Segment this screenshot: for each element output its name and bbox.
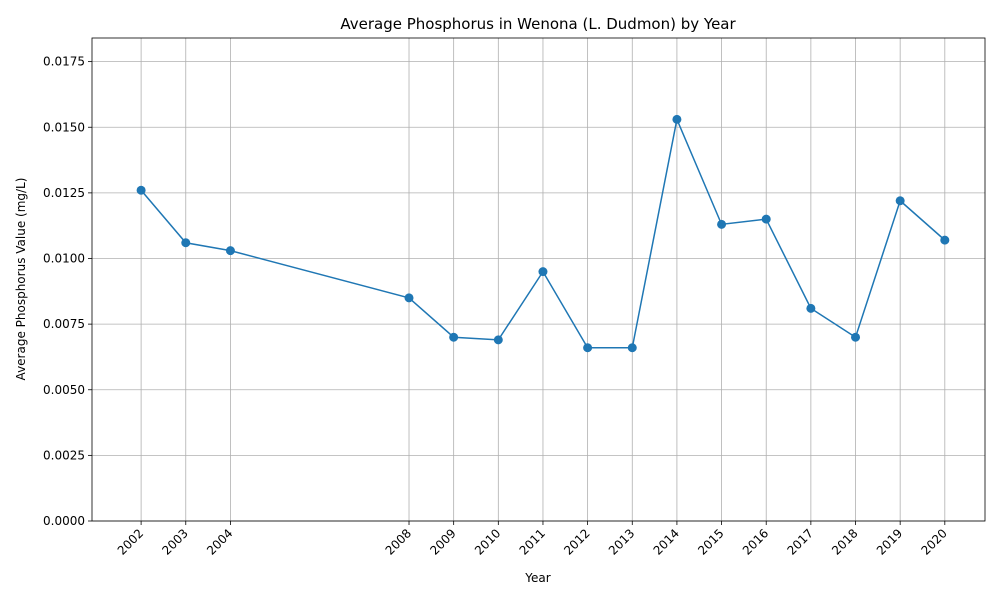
data-point: [806, 303, 816, 313]
data-point: [225, 246, 235, 256]
x-tick-label: 2003: [159, 526, 190, 557]
chart-title: Average Phosphorus in Wenona (L. Dudmon)…: [340, 15, 736, 33]
data-point: [851, 332, 861, 342]
x-tick-label: 2010: [472, 526, 503, 557]
axes: 2002 2003 2004 2008 2009 2010 2011 2012 2013 2014…: [43, 37, 986, 558]
y-tick-label: 0.0150: [43, 120, 85, 134]
data-point: [627, 343, 637, 353]
data-point: [538, 267, 548, 277]
plot-frame: [91, 37, 986, 522]
y-tick-label: 0.0125: [43, 186, 85, 200]
x-tick-label: 2009: [427, 526, 458, 557]
data-point: [761, 214, 771, 224]
x-tick-label: 2002: [115, 526, 146, 557]
data-point: [136, 185, 146, 195]
x-tick-label: 2017: [784, 526, 815, 557]
x-tick-label: 2004: [204, 526, 235, 557]
data-point: [717, 219, 727, 229]
x-tick-label: 2012: [561, 526, 592, 557]
data-point: [493, 335, 503, 345]
x-tick-label: 2015: [695, 526, 726, 557]
y-tick-label: 0.0175: [43, 55, 85, 69]
y-axis-label: Average Phosphorus Value (mg/L): [14, 178, 28, 381]
series-line: [140, 116, 946, 349]
series-layer: [136, 114, 950, 353]
y-tick-label: 0.0100: [43, 252, 85, 266]
y-tick-label: 0.0050: [43, 383, 85, 397]
data-point: [672, 114, 682, 124]
y-tick-label: 0.0075: [43, 317, 85, 331]
grid: [92, 38, 985, 522]
data-point: [583, 343, 593, 353]
data-point: [895, 196, 905, 206]
data-point: [449, 332, 459, 342]
data-point: [181, 238, 191, 248]
x-tick-label: 2019: [874, 526, 905, 557]
x-tick-label: 2013: [606, 526, 637, 557]
x-tick-label: 2020: [918, 526, 949, 557]
x-tick-label: 2018: [829, 526, 860, 557]
x-tick-label: 2011: [517, 526, 548, 557]
y-tick-label: 0.0000: [43, 514, 85, 528]
x-tick-label: 2014: [651, 526, 682, 557]
x-tick-label: 2008: [383, 526, 414, 557]
data-point: [940, 235, 950, 245]
y-tick-label: 0.0025: [43, 448, 85, 462]
x-tick-label: 2016: [740, 526, 771, 557]
x-axis-label: Year: [524, 571, 550, 585]
data-point: [404, 293, 414, 303]
